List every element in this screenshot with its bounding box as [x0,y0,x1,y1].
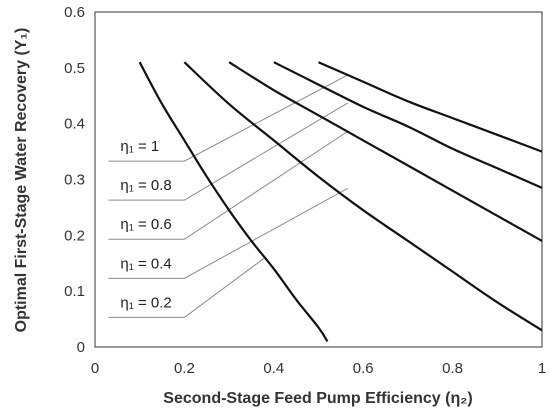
annotation-leader-line [108,102,348,201]
x-tick-label: 0.4 [263,360,284,377]
y-tick-label: 0 [77,339,85,356]
x-tick-label: 1 [538,360,546,377]
annotation-labels: η₁ = 1 η₁ = 0.8 η₁ = 0.6 η₁ = 0.4 η₁ = 0.2 [120,138,171,311]
series-line [183,61,543,332]
series-annotation-label: η₁ = 0.2 [120,294,171,311]
y-tick-label: 0.4 [64,116,85,133]
series-layer [138,61,543,343]
series-annotation-label: η₁ = 0.8 [120,177,171,194]
annotation-leader-line [108,187,348,279]
y-axis-label: Optimal First-Stage Water Recovery (Y₁) [13,28,30,333]
x-axis-label: Second-Stage Feed Pump Efficiency (η₂) [163,390,472,407]
annotation-leader-line [108,131,348,240]
series-line [273,61,543,189]
tick-layer: 0 0.2 0.4 0.6 0.8 1 0 0.1 0.2 0.3 0.4 0.5 0.6 [64,4,546,377]
y-tick-label: 0.6 [64,4,85,21]
x-tick-label: 0.6 [353,360,374,377]
x-tick-label: 0.2 [174,360,195,377]
y-tick-label: 0.1 [64,283,85,300]
series-annotation-label: η₁ = 0.4 [120,255,171,272]
series-annotation-label: η₁ = 0.6 [120,216,171,233]
y-tick-label: 0.2 [64,227,85,244]
plot-frame [94,11,543,348]
annotation-leader-line [108,74,348,162]
x-tick-label: 0 [91,360,99,377]
series-line [138,61,329,343]
series-annotation-label: η₁ = 1 [120,138,159,155]
annotation-leader-line [108,257,266,318]
series-line [228,61,543,242]
x-tick-label: 0.8 [442,360,463,377]
y-tick-label: 0.3 [64,172,85,189]
series-line [318,61,543,153]
y-tick-label: 0.5 [64,60,85,77]
annotation-leaders [108,74,348,318]
